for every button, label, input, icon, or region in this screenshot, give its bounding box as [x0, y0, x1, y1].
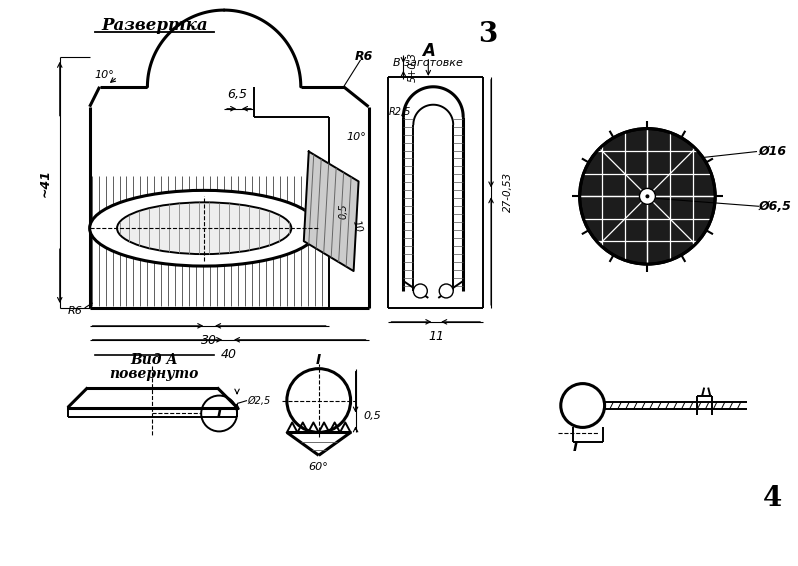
- Ellipse shape: [89, 190, 318, 266]
- Text: 40: 40: [221, 348, 237, 361]
- Text: 0,5: 0,5: [338, 203, 349, 219]
- Circle shape: [413, 284, 427, 298]
- Text: R6: R6: [354, 50, 373, 63]
- Polygon shape: [304, 152, 358, 271]
- Text: 6,5: 6,5: [227, 88, 247, 101]
- Text: 4: 4: [763, 485, 782, 512]
- Text: 60°: 60°: [309, 462, 329, 472]
- Ellipse shape: [117, 202, 291, 254]
- Text: В заготовке: В заготовке: [393, 58, 464, 68]
- Text: 3: 3: [479, 21, 498, 48]
- Text: 27-0,53: 27-0,53: [503, 172, 513, 212]
- Text: 0,5: 0,5: [364, 411, 381, 422]
- Text: Вид А: Вид А: [131, 353, 178, 367]
- Text: I: I: [316, 353, 322, 367]
- Text: R6: R6: [67, 306, 82, 316]
- Text: 5+0,3: 5+0,3: [407, 52, 417, 82]
- Text: 30: 30: [201, 334, 217, 347]
- Text: Развертка: Развертка: [101, 17, 207, 34]
- Text: 10°: 10°: [346, 131, 366, 142]
- Text: R2,5: R2,5: [389, 106, 412, 117]
- Text: A: A: [422, 42, 435, 60]
- Text: ~41: ~41: [38, 169, 51, 198]
- Text: 10: 10: [350, 219, 363, 234]
- Text: I: I: [216, 406, 222, 421]
- Circle shape: [579, 128, 715, 264]
- Text: 11: 11: [429, 330, 444, 343]
- Circle shape: [639, 188, 655, 204]
- Text: I: I: [573, 440, 579, 454]
- Circle shape: [439, 284, 453, 298]
- Text: повернуто: повернуто: [109, 367, 199, 381]
- Text: Ø16: Ø16: [759, 145, 787, 158]
- Text: Ø2,5: Ø2,5: [247, 396, 271, 405]
- Text: Ø6,5: Ø6,5: [759, 200, 792, 213]
- Circle shape: [646, 194, 650, 198]
- Text: 10°: 10°: [95, 70, 115, 80]
